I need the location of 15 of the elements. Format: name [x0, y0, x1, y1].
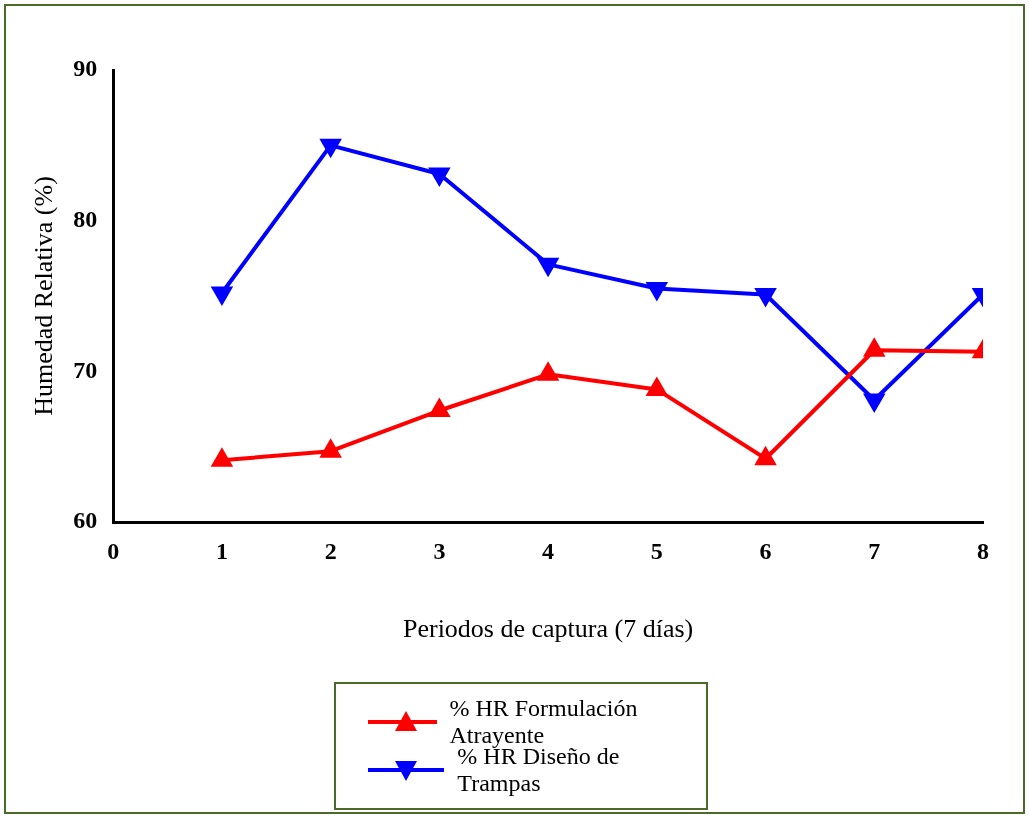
x-tick-label: 6 — [759, 537, 772, 564]
x-tick-label: 3 — [433, 537, 446, 564]
x-tick-label: 1 — [215, 537, 228, 564]
y-tick-label: 80 — [73, 205, 98, 232]
x-tick-label: 2 — [324, 537, 337, 564]
x-axis-title: Periodos de captura (7 días) — [402, 614, 694, 644]
x-tick-label: 4 — [542, 537, 555, 564]
x-tick-label: 5 — [650, 537, 663, 564]
x-tick-label: 0 — [107, 537, 120, 564]
y-tick-label: 60 — [73, 507, 98, 534]
y-axis-title: Humedad Relativa (%) — [29, 176, 59, 416]
y-tick-label: 70 — [73, 356, 98, 383]
y-tick-label: 90 — [73, 55, 98, 82]
x-tick-label: 8 — [977, 537, 989, 564]
x-tick-label: 7 — [868, 537, 881, 564]
